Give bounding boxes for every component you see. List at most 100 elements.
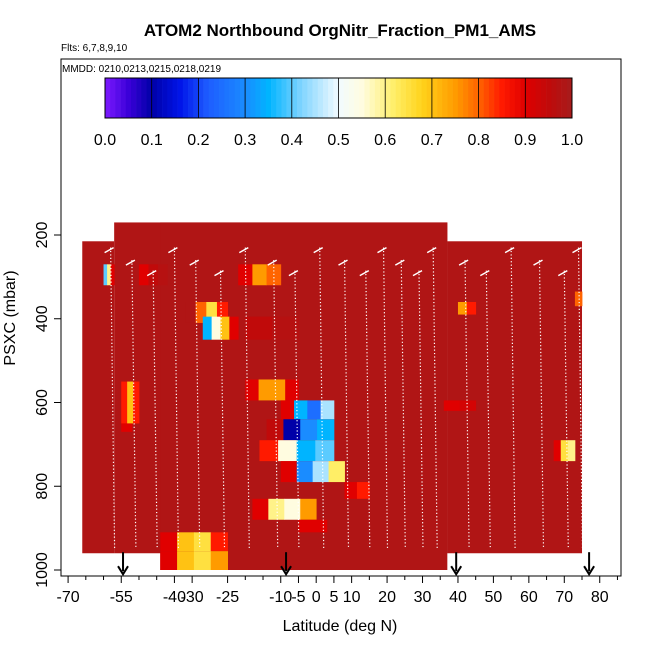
- heatmap-cell: [216, 302, 228, 323]
- x-tick-label: 0: [312, 589, 321, 606]
- colorbar-cell: [250, 78, 256, 118]
- colorbar-cell: [551, 78, 557, 118]
- heatmap-cell: [193, 532, 212, 552]
- heatmap-cell: [278, 440, 298, 462]
- colorbar-cell: [374, 78, 381, 118]
- colorbar-cell: [271, 78, 277, 118]
- colorbar-cell: [198, 78, 204, 118]
- colorbar-dividers: [151, 78, 526, 118]
- heatmap-cell: [315, 440, 335, 462]
- heatmap-cell: [553, 440, 562, 462]
- x-tick-label: -70: [57, 589, 80, 606]
- heatmap-cell: [185, 302, 197, 323]
- colorbar-cell: [276, 78, 282, 118]
- arrow-markers: [117, 552, 595, 577]
- heatmap-cell: [328, 461, 345, 483]
- flight-track: [538, 260, 545, 550]
- heatmap-cell: [202, 316, 213, 340]
- y-tick-label: 600: [34, 389, 51, 416]
- heatmap-cell: [252, 264, 267, 286]
- flight-track: [195, 260, 201, 550]
- colorbar-cell: [473, 78, 479, 118]
- colorbar-cell: [442, 78, 448, 118]
- colorbar-cell: [156, 78, 163, 118]
- y-tick-label: 400: [34, 305, 51, 332]
- arrow-marker-head: [583, 565, 595, 577]
- colorbar-cell: [478, 78, 485, 118]
- flight-track-segment: [572, 246, 582, 254]
- colorbar-cell: [509, 78, 516, 118]
- colorbar-cell: [203, 78, 210, 118]
- arrow-marker-head: [450, 565, 463, 577]
- colorbar-cell: [245, 78, 251, 118]
- colorbar-cell: [405, 78, 412, 118]
- colorbar-cell: [193, 78, 199, 118]
- colorbar-cell: [390, 78, 396, 118]
- heatmap-cell: [177, 532, 195, 552]
- flight-track: [432, 247, 438, 550]
- colorbar-cell: [188, 78, 194, 118]
- flight-track: [563, 270, 569, 550]
- colorbar-cell: [115, 78, 121, 118]
- colorbar-cell: [141, 78, 147, 118]
- heatmap-cell: [280, 400, 295, 420]
- heatmap-cell: [210, 551, 228, 570]
- x-axis: -70 -55 -40-30 -25 -10 -5 0 5 10 20 30 40 50 60 70 80: [57, 575, 621, 606]
- flight-track: [343, 260, 350, 550]
- x-tick-label: 50: [485, 589, 503, 606]
- x-tick-label: -5: [291, 589, 305, 606]
- flight-track-segment: [412, 269, 423, 277]
- heatmap-cell: [312, 461, 329, 483]
- x-tick-label: -30: [181, 589, 204, 606]
- heatmap-cell: [447, 241, 583, 554]
- colorbar-cell: [566, 78, 573, 118]
- heatmap-cell: [133, 381, 140, 424]
- flight-track: [382, 247, 389, 550]
- colorbar-cell: [338, 78, 344, 118]
- x-tick-label: 40: [449, 589, 467, 606]
- colorbar-cell: [447, 78, 453, 118]
- flight-track-segment: [104, 246, 114, 254]
- flight-track: [418, 270, 424, 550]
- colorbar-cell: [286, 78, 293, 118]
- heatmap-cell: [567, 440, 576, 462]
- colorbar-cell: [208, 78, 215, 118]
- colorbar-cell: [421, 78, 428, 118]
- flight-track-segment: [338, 259, 348, 266]
- flight-track-segment: [533, 259, 543, 266]
- flight-track-segment: [426, 246, 437, 254]
- colorbar-cell: [504, 78, 511, 118]
- x-tick-label: 70: [555, 589, 573, 606]
- colorbar-cell: [463, 78, 469, 118]
- colorbar-cell: [177, 78, 184, 118]
- heatmap-cell: [157, 264, 168, 286]
- colorbar-cell: [136, 78, 142, 118]
- flight-track: [400, 260, 406, 550]
- colorbar-cell: [219, 78, 225, 118]
- heatmap-cells: [82, 222, 583, 570]
- colorbar-cell: [182, 78, 189, 118]
- colorbar-cell: [302, 78, 308, 118]
- colorbar-cell: [468, 78, 474, 118]
- flight-track: [173, 247, 179, 550]
- colorbar-cell: [312, 78, 319, 118]
- heatmap-cell: [457, 302, 468, 315]
- x-axis-label: Latitude (deg N): [283, 618, 398, 635]
- flight-track: [219, 270, 226, 550]
- colorbar-cell: [125, 78, 132, 118]
- colorbar-cell: [525, 78, 531, 118]
- heatmap-cell: [195, 302, 207, 323]
- heatmap-cell: [466, 302, 477, 315]
- flight-track-segment: [189, 259, 200, 266]
- colorbar-cell: [260, 78, 267, 118]
- heatmap-cell: [356, 482, 370, 499]
- colorbar-cell: [457, 78, 464, 118]
- colorbar-cell: [333, 78, 339, 118]
- chart-titles: ATOM2 Northbound OrgNitr_Fraction_PM1_AM…: [61, 21, 536, 75]
- y-tick-label: 800: [34, 473, 51, 500]
- flight-track-segment: [238, 246, 249, 254]
- colorbar-cell: [364, 78, 370, 118]
- x-tick-label: -10: [269, 589, 292, 606]
- colorbar-cell: [411, 78, 417, 118]
